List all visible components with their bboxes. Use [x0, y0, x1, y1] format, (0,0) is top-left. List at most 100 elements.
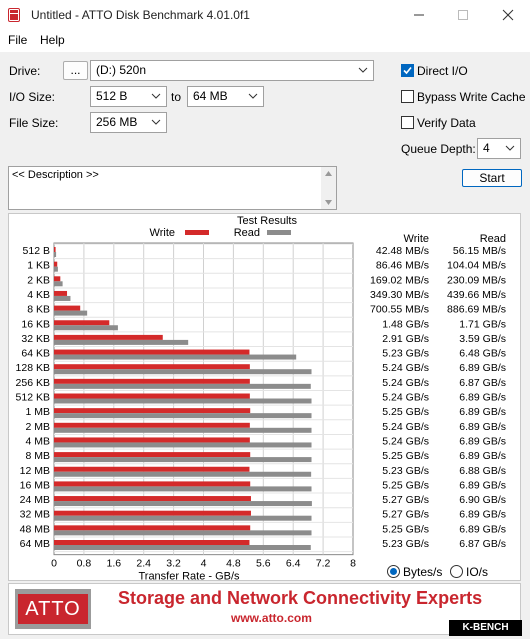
- read-bar: [54, 266, 58, 272]
- write-bar: [54, 334, 163, 340]
- write-value: 1.48 GB/s: [382, 318, 429, 330]
- read-bar: [54, 295, 71, 301]
- file-size-select[interactable]: 256 MB: [90, 112, 167, 133]
- verify-data-checkbox[interactable]: [401, 116, 414, 129]
- read-bar: [54, 325, 118, 331]
- io-size-from-select[interactable]: 512 B: [90, 86, 167, 107]
- description-scrollbar[interactable]: [321, 167, 336, 209]
- write-value: 86.46 MB/s: [376, 260, 429, 272]
- y-tick-label: 24 MB: [20, 494, 50, 506]
- read-value: 6.89 GB/s: [459, 362, 506, 374]
- write-bar: [54, 276, 61, 282]
- write-column-header: Write: [404, 233, 429, 245]
- io-size-label: I/O Size:: [9, 90, 56, 104]
- write-bar: [54, 408, 251, 414]
- x-tick-label: 3.2: [166, 558, 181, 570]
- read-bar: [54, 427, 312, 433]
- menu-help[interactable]: Help: [40, 33, 65, 47]
- minimize-button[interactable]: [397, 0, 441, 30]
- chevron-down-icon: [248, 93, 258, 99]
- x-tick-label: 4.8: [226, 558, 241, 570]
- verify-data-label: Verify Data: [417, 116, 476, 130]
- io-per-sec-radio[interactable]: [450, 565, 463, 578]
- close-icon: [502, 9, 514, 21]
- read-value: 6.89 GB/s: [459, 479, 506, 491]
- browse-button[interactable]: ...: [63, 61, 88, 80]
- write-value: 5.25 GB/s: [382, 523, 429, 535]
- x-tick-label: 5.6: [256, 558, 271, 570]
- write-value: 2.91 GB/s: [382, 333, 429, 345]
- write-bar: [54, 437, 250, 443]
- write-bar: [54, 378, 250, 384]
- x-tick-label: 4: [201, 558, 207, 570]
- read-bar: [54, 486, 312, 492]
- write-value: 5.25 GB/s: [382, 450, 429, 462]
- x-tick-label: 0.8: [77, 558, 92, 570]
- y-tick-label: 2 KB: [27, 274, 50, 286]
- read-value: 6.88 GB/s: [459, 465, 506, 477]
- drive-label: Drive:: [9, 64, 41, 78]
- y-tick-label: 16 KB: [21, 318, 50, 330]
- y-tick-label: 1 KB: [27, 260, 50, 272]
- results-chart: 0 0.8 1.6 2.4 3.2 4 4.8 5.6 6.4 7.2 8 512 B 1 KB 2 KB…: [16, 215, 506, 580]
- y-tick-label: 16 MB: [20, 479, 50, 491]
- read-bar: [54, 442, 312, 448]
- read-value: 104.04 MB/s: [447, 260, 506, 272]
- write-bar: [54, 349, 250, 355]
- y-tick-label: 8 KB: [27, 304, 50, 316]
- description-textarea[interactable]: << Description >>: [8, 166, 337, 210]
- y-tick-label: 512 B: [23, 245, 50, 257]
- direct-io-label: Direct I/O: [417, 64, 468, 78]
- y-tick-label: 32 MB: [20, 509, 50, 521]
- write-bar: [54, 305, 81, 311]
- bypass-write-cache-checkbox[interactable]: [401, 90, 414, 103]
- menu-file[interactable]: File: [8, 33, 28, 47]
- scroll-arrows-icon: [325, 171, 332, 205]
- read-bar: [54, 281, 63, 287]
- write-bar: [54, 290, 68, 296]
- io-size-to-select[interactable]: 64 MB: [187, 86, 264, 107]
- file-size-value: 256 MB: [96, 115, 138, 129]
- legend-read-label: Read: [234, 227, 260, 239]
- direct-io-checkbox[interactable]: [401, 64, 414, 77]
- write-bar: [54, 261, 58, 267]
- maximize-button[interactable]: [441, 0, 485, 30]
- write-value: 5.24 GB/s: [382, 377, 429, 389]
- write-value: 5.27 GB/s: [382, 494, 429, 506]
- file-size-label: File Size:: [9, 116, 59, 130]
- read-bar: [54, 369, 312, 375]
- atto-logo-text: ATTO: [18, 594, 88, 624]
- write-value: 5.23 GB/s: [382, 465, 429, 477]
- read-value: 6.89 GB/s: [459, 406, 506, 418]
- x-tick-label: 2.4: [136, 558, 151, 570]
- write-value: 5.25 GB/s: [382, 479, 429, 491]
- app-icon: [8, 8, 20, 22]
- chart-title: Test Results: [237, 215, 297, 227]
- y-tick-label: 32 KB: [21, 333, 50, 345]
- drive-select[interactable]: (D:) 520n: [90, 60, 374, 81]
- queue-depth-select[interactable]: 4: [477, 138, 521, 159]
- read-bar: [54, 545, 311, 550]
- bytes-per-sec-radio[interactable]: [387, 565, 400, 578]
- read-value: 3.59 GB/s: [459, 333, 506, 345]
- read-bar: [54, 354, 297, 360]
- read-bar: [54, 413, 312, 419]
- banner-url: www.atto.com: [231, 611, 312, 625]
- close-button[interactable]: [486, 0, 530, 30]
- y-tick-label: 48 MB: [20, 523, 50, 535]
- write-value: 5.24 GB/s: [382, 392, 429, 404]
- start-button[interactable]: Start: [462, 169, 522, 187]
- atto-logo: ATTO: [15, 589, 91, 629]
- read-bar: [54, 501, 312, 507]
- read-bar: [54, 383, 311, 389]
- write-value: 5.27 GB/s: [382, 509, 429, 521]
- drive-select-value: (D:) 520n: [96, 63, 147, 77]
- write-bar: [54, 422, 250, 428]
- write-value: 5.25 GB/s: [382, 406, 429, 418]
- write-bar: [54, 247, 56, 252]
- x-axis-title: Transfer Rate - GB/s: [138, 571, 240, 580]
- atto-banner[interactable]: ATTO Storage and Network Connectivity Ex…: [8, 583, 522, 636]
- maximize-icon: [458, 10, 468, 20]
- write-bar: [54, 540, 250, 545]
- window-title: Untitled - ATTO Disk Benchmark 4.01.0f1: [31, 8, 250, 22]
